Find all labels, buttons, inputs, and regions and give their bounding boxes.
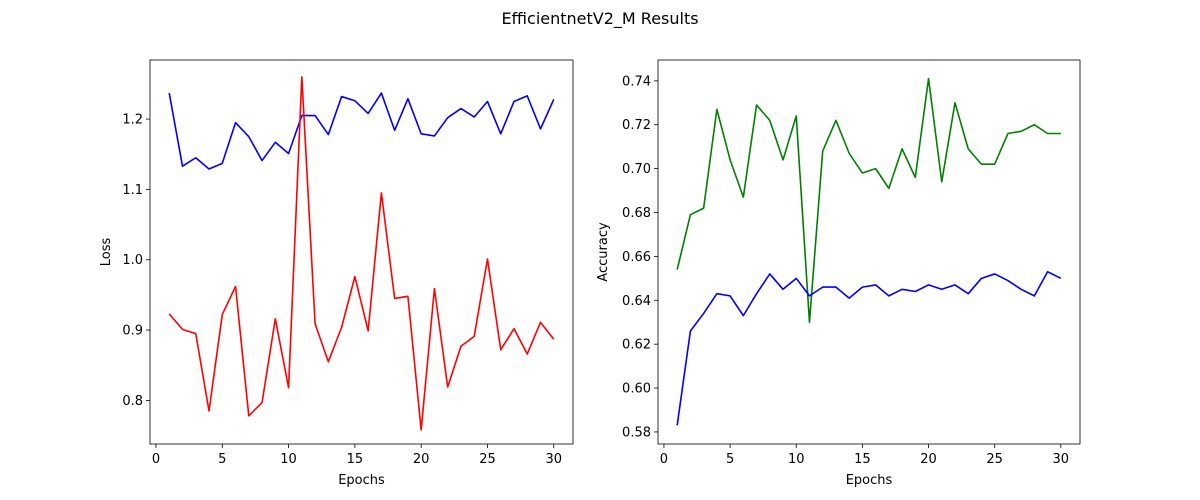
figure-title: EfficientnetV2_M Results (501, 9, 698, 29)
loss-y-tick-label: 1.1 (122, 183, 143, 198)
loss-series-line-2 (168, 76, 555, 431)
loss-y-tick-label: 1.0 (122, 253, 143, 268)
loss-series-line-1 (168, 92, 555, 170)
accuracy-y-tick-label: 0.62 (622, 338, 651, 353)
accuracy-x-axis-label: Epochs (846, 473, 893, 488)
loss-x-tick-label: 20 (413, 452, 430, 467)
accuracy-y-tick-label: 0.66 (622, 250, 651, 265)
accuracy-x-tick-label: 30 (1053, 452, 1070, 467)
loss-x-tick-label: 0 (152, 452, 160, 467)
loss-y-tick-label: 0.9 (122, 324, 143, 339)
accuracy-chart: 0 5 10 15 20 25 30 0.58 0.60 0.62 0.64 0.66 0.68 0.70… (596, 59, 1081, 488)
loss-plot-frame (149, 59, 574, 445)
accuracy-y-tick-label: 0.58 (622, 425, 651, 440)
accuracy-x-tick-label: 10 (788, 452, 805, 467)
accuracy-y-tick-label: 0.60 (622, 382, 651, 397)
accuracy-plot-frame (657, 59, 1081, 445)
accuracy-series-line-2 (676, 270, 1062, 426)
loss-x-tick-label: 15 (347, 452, 364, 467)
accuracy-y-tick-label: 0.68 (622, 206, 651, 221)
loss-x-axis-label: Epochs (338, 473, 385, 488)
loss-y-tick-label: 1.2 (122, 113, 143, 128)
loss-x-tick-label: 25 (479, 452, 496, 467)
loss-x-tick-label: 30 (545, 452, 562, 467)
accuracy-x-tick-label: 25 (986, 452, 1003, 467)
accuracy-y-tick-label: 0.74 (622, 74, 651, 89)
accuracy-x-tick-label: 15 (854, 452, 871, 467)
loss-y-tick-label: 0.8 (122, 394, 143, 409)
loss-x-tick-label: 10 (280, 452, 297, 467)
accuracy-y-tick-label: 0.72 (622, 118, 651, 133)
accuracy-y-tick-label: 0.64 (622, 294, 651, 309)
accuracy-series-line-1 (676, 77, 1061, 324)
loss-chart: 0 5 10 15 20 25 30 0.8 0.9 1.0 1.1 1.2 Epochs Loss (99, 59, 574, 488)
accuracy-x-tick-label: 5 (726, 452, 734, 467)
accuracy-x-tick-label: 20 (920, 452, 937, 467)
accuracy-y-axis-label: Accuracy (596, 222, 611, 282)
loss-x-tick-label: 5 (218, 452, 226, 467)
accuracy-y-tick-label: 0.70 (622, 162, 651, 177)
accuracy-x-tick-label: 0 (660, 452, 668, 467)
loss-y-axis-label: Loss (99, 238, 114, 267)
